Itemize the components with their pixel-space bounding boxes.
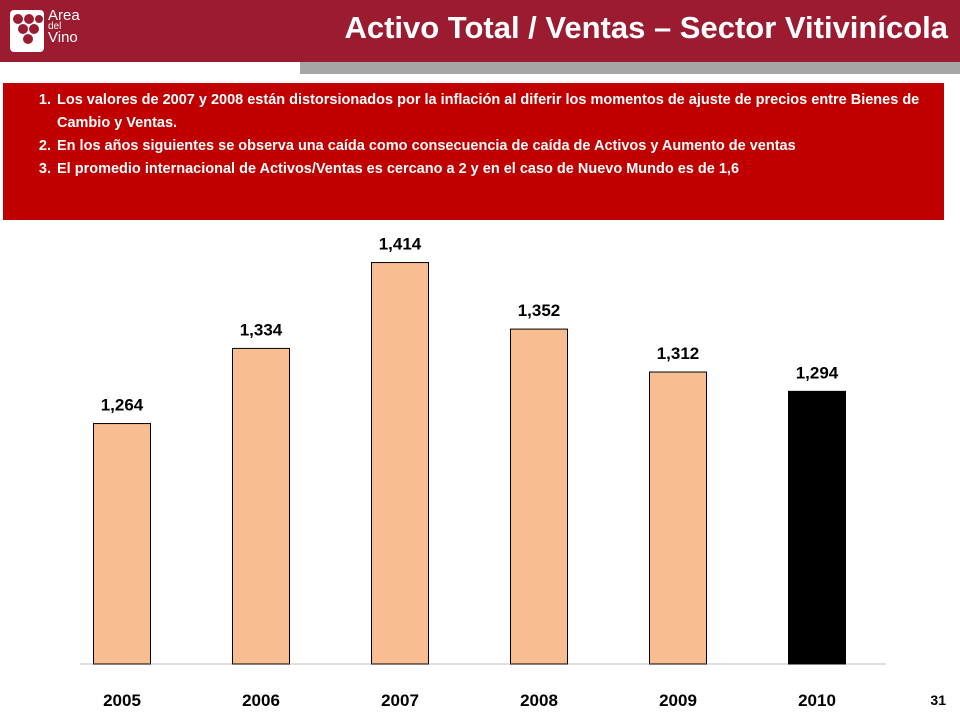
logo-line-1: Area	[48, 7, 80, 24]
data-label-2006: 1,334	[240, 320, 283, 339]
bar-chart: 1,264 2005 1,334 2006 1,414 2007 1,352 2008 1,31…	[80, 235, 886, 710]
data-label-2009: 1,312	[657, 344, 700, 363]
notes-list: Los valores de 2007 y 2008 están distors…	[15, 89, 926, 181]
note-item-1: Los valores de 2007 y 2008 están distors…	[55, 89, 926, 135]
bar-2005	[93, 423, 151, 665]
x-tick-2007: 2007	[381, 691, 419, 710]
data-label-2010: 1,294	[796, 363, 839, 382]
slide-number: 31	[930, 692, 946, 708]
logo-line-3: Vino	[48, 29, 78, 46]
x-tick-2006: 2006	[242, 691, 280, 710]
x-tick-2008: 2008	[520, 691, 558, 710]
bar-2010	[788, 390, 846, 665]
notes-box: Los valores de 2007 y 2008 están distors…	[3, 83, 944, 220]
logo-text: Area del Vino	[48, 7, 80, 46]
x-tick-2009: 2009	[659, 691, 697, 710]
bar-2008	[510, 328, 568, 665]
bar-2006	[232, 347, 290, 665]
note-item-3: El promedio internacional de Activos/Ven…	[55, 158, 926, 181]
header-bar: Area del Vino Activo Total / Ventas – Se…	[0, 0, 960, 62]
header-underline	[300, 62, 960, 74]
bar-2007	[371, 262, 429, 665]
logo-line-2: del	[48, 21, 62, 32]
data-label-2007: 1,414	[379, 235, 422, 254]
x-tick-2010: 2010	[798, 691, 836, 710]
data-label-2008: 1,352	[518, 301, 561, 320]
x-tick-2005: 2005	[103, 691, 141, 710]
slide-title: Activo Total / Ventas – Sector Vitiviníc…	[344, 10, 948, 45]
area-del-vino-logo	[10, 10, 44, 52]
note-item-2: En los años siguientes se observa una ca…	[55, 135, 926, 158]
data-label-2005: 1,264	[101, 396, 144, 415]
bar-2009	[649, 371, 707, 665]
